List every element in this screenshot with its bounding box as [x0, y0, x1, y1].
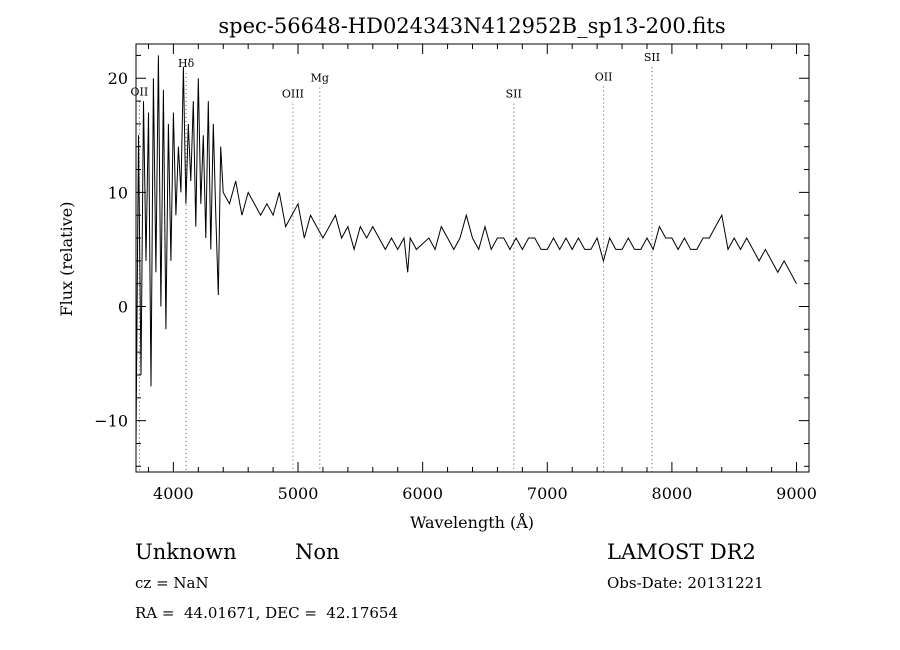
- emission-line-label: OIII: [282, 88, 304, 101]
- emission-line-label: Hδ: [178, 57, 195, 70]
- emission-line-label: SII: [506, 88, 522, 101]
- x-tick-label: 5000: [278, 484, 319, 503]
- x-tick-label: 7000: [527, 484, 568, 503]
- x-axis-label: Wavelength (Å): [410, 512, 534, 532]
- survey-label: LAMOST DR2: [607, 540, 756, 564]
- axis-ticks: 4000 5000 6000 7000 8000 9000 −10 0 10 20: [94, 44, 817, 503]
- emission-line-label: Mg: [311, 72, 329, 85]
- y-tick-label: 20: [108, 69, 128, 88]
- plot-frame: [135, 43, 810, 473]
- class-label: Unknown: [135, 540, 237, 564]
- y-tick-label: 10: [108, 183, 128, 202]
- y-axis-label: Flux (relative): [57, 202, 76, 317]
- x-tick-label: 6000: [402, 484, 443, 503]
- emission-line-markers: OII Hδ OIII Mg SII OII SII: [131, 51, 660, 472]
- subclass-label: Non: [295, 540, 340, 564]
- y-tick-label: −10: [94, 412, 128, 431]
- x-tick-label: 4000: [153, 484, 194, 503]
- obs-date: Obs-Date: 20131221: [607, 574, 764, 592]
- emission-line-label: OII: [131, 85, 149, 98]
- redshift-value: cz = NaN: [135, 574, 209, 592]
- spectrum-line: [135, 55, 797, 444]
- y-tick-label: 0: [118, 298, 128, 317]
- emission-line-label: OII: [595, 71, 613, 84]
- x-tick-label: 9000: [776, 484, 817, 503]
- x-tick-label: 8000: [652, 484, 693, 503]
- coordinates: RA = 44.01671, DEC = 42.17654: [135, 604, 399, 622]
- spectrum-chart: spec-56648-HD024343N412952B_sp13-200.fit…: [57, 14, 817, 532]
- chart-title: spec-56648-HD024343N412952B_sp13-200.fit…: [218, 14, 725, 38]
- emission-line-label: SII: [644, 51, 660, 64]
